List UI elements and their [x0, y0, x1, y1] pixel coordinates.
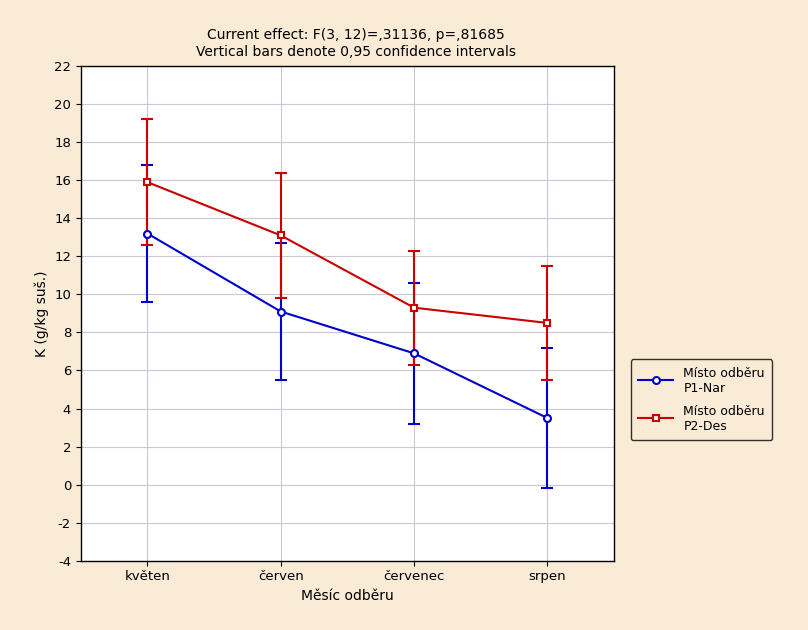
Y-axis label: K (g/kg suš.): K (g/kg suš.)	[34, 270, 48, 357]
X-axis label: Měsíc odběru: Měsíc odběru	[301, 589, 393, 603]
Legend: Místo odběru
P1-Nar, Místo odběru
P2-Des: Místo odběru P1-Nar, Místo odběru P2-Des	[631, 359, 772, 440]
Text: Vertical bars denote 0,95 confidence intervals: Vertical bars denote 0,95 confidence int…	[196, 45, 516, 59]
Text: Current effect: F(3, 12)=,31136, p=,81685: Current effect: F(3, 12)=,31136, p=,8168…	[207, 28, 504, 42]
